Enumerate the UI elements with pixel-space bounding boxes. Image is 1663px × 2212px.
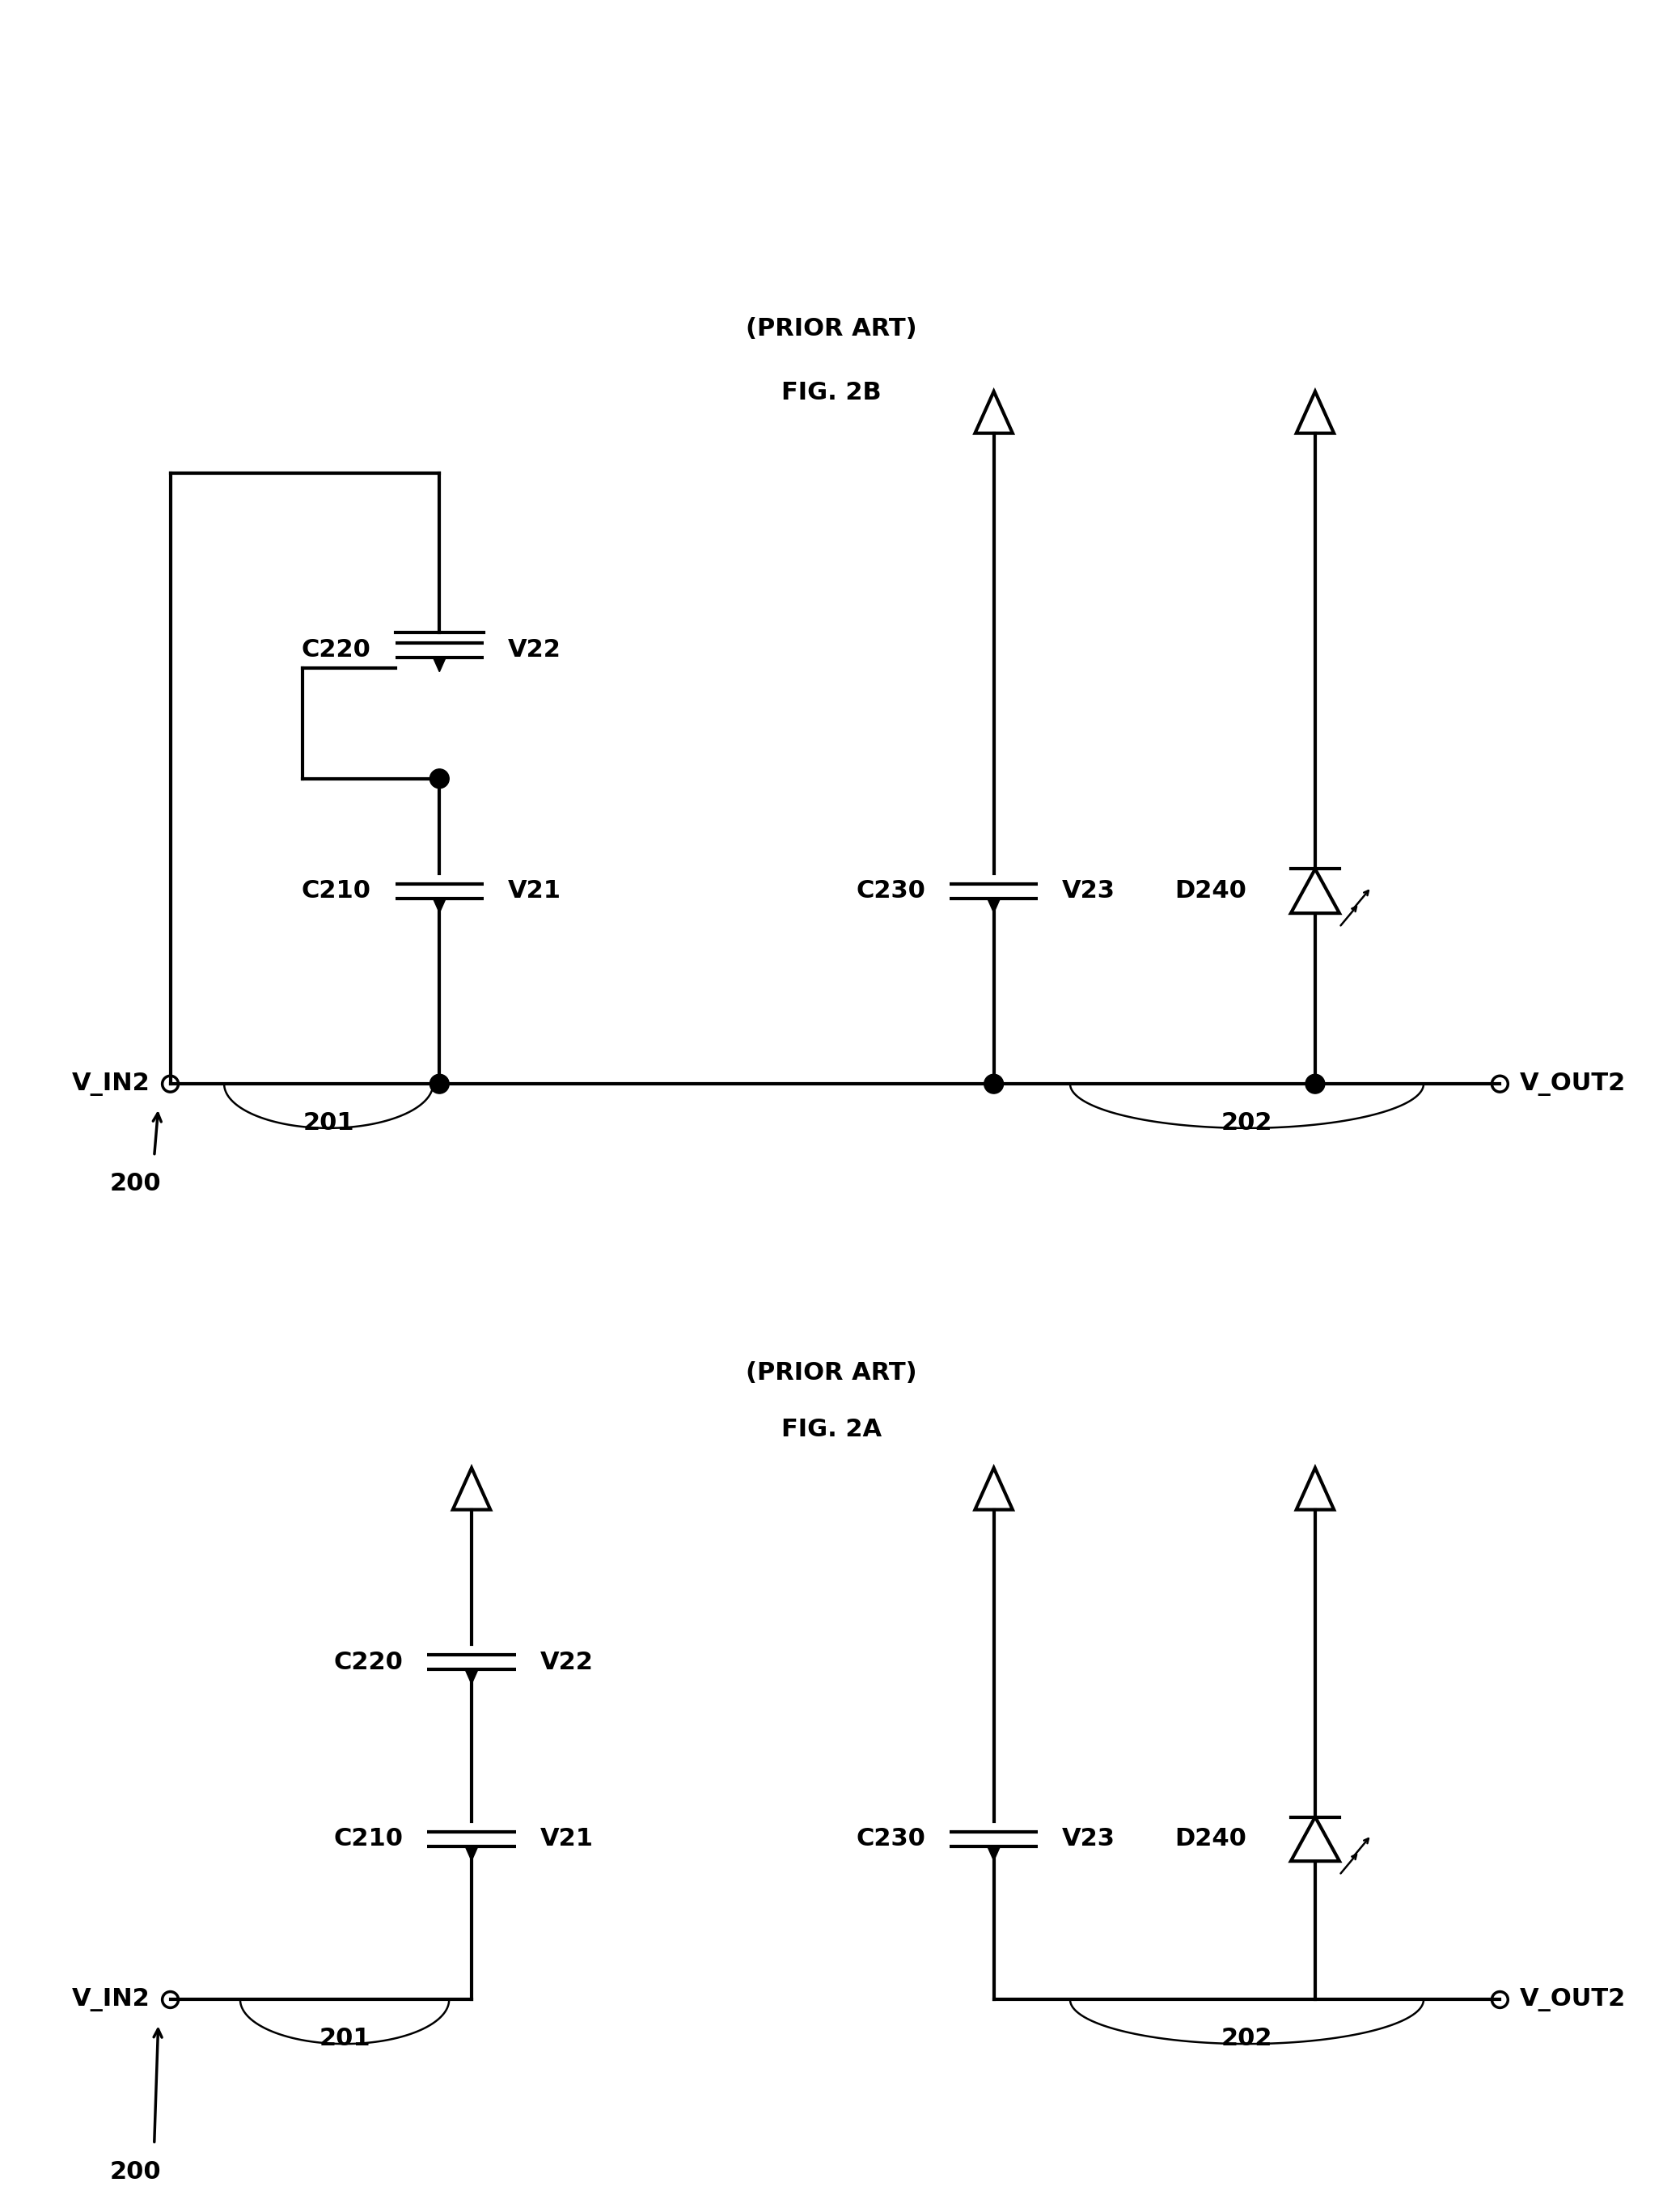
- Text: C210: C210: [301, 880, 371, 902]
- Text: V_OUT2: V_OUT2: [1520, 1989, 1626, 2011]
- Text: V21: V21: [507, 880, 560, 902]
- Text: C210: C210: [334, 1827, 404, 1851]
- Polygon shape: [432, 657, 446, 672]
- Text: D240: D240: [1176, 1827, 1247, 1851]
- Text: 200: 200: [110, 1172, 161, 1197]
- Text: (PRIOR ART): (PRIOR ART): [747, 1360, 916, 1385]
- Text: V23: V23: [1063, 1827, 1116, 1851]
- Text: 202: 202: [1221, 2026, 1272, 2051]
- Circle shape: [429, 770, 449, 787]
- Circle shape: [429, 1075, 449, 1093]
- Text: V_IN2: V_IN2: [72, 1989, 150, 2011]
- Text: 202: 202: [1221, 1110, 1272, 1135]
- Text: V_OUT2: V_OUT2: [1520, 1073, 1626, 1095]
- Text: C220: C220: [334, 1650, 404, 1674]
- Polygon shape: [988, 898, 999, 914]
- Text: C230: C230: [856, 880, 926, 902]
- Text: C230: C230: [856, 1827, 926, 1851]
- Text: C220: C220: [301, 639, 371, 661]
- Polygon shape: [988, 1847, 999, 1860]
- Text: V23: V23: [1063, 880, 1116, 902]
- Circle shape: [1305, 1075, 1325, 1093]
- Text: 201: 201: [303, 1110, 354, 1135]
- Polygon shape: [432, 898, 446, 914]
- Text: V22: V22: [507, 639, 560, 661]
- Text: FIG. 2A: FIG. 2A: [782, 1418, 881, 1440]
- Text: V22: V22: [540, 1650, 594, 1674]
- Text: (PRIOR ART): (PRIOR ART): [747, 316, 916, 341]
- Text: 200: 200: [110, 2161, 161, 2183]
- Text: D240: D240: [1176, 880, 1247, 902]
- Text: V21: V21: [540, 1827, 594, 1851]
- Polygon shape: [466, 1847, 477, 1860]
- Text: 201: 201: [319, 2026, 371, 2051]
- Polygon shape: [466, 1670, 477, 1683]
- Text: FIG. 2B: FIG. 2B: [782, 380, 881, 405]
- Text: V_IN2: V_IN2: [72, 1073, 150, 1095]
- Circle shape: [984, 1075, 1003, 1093]
